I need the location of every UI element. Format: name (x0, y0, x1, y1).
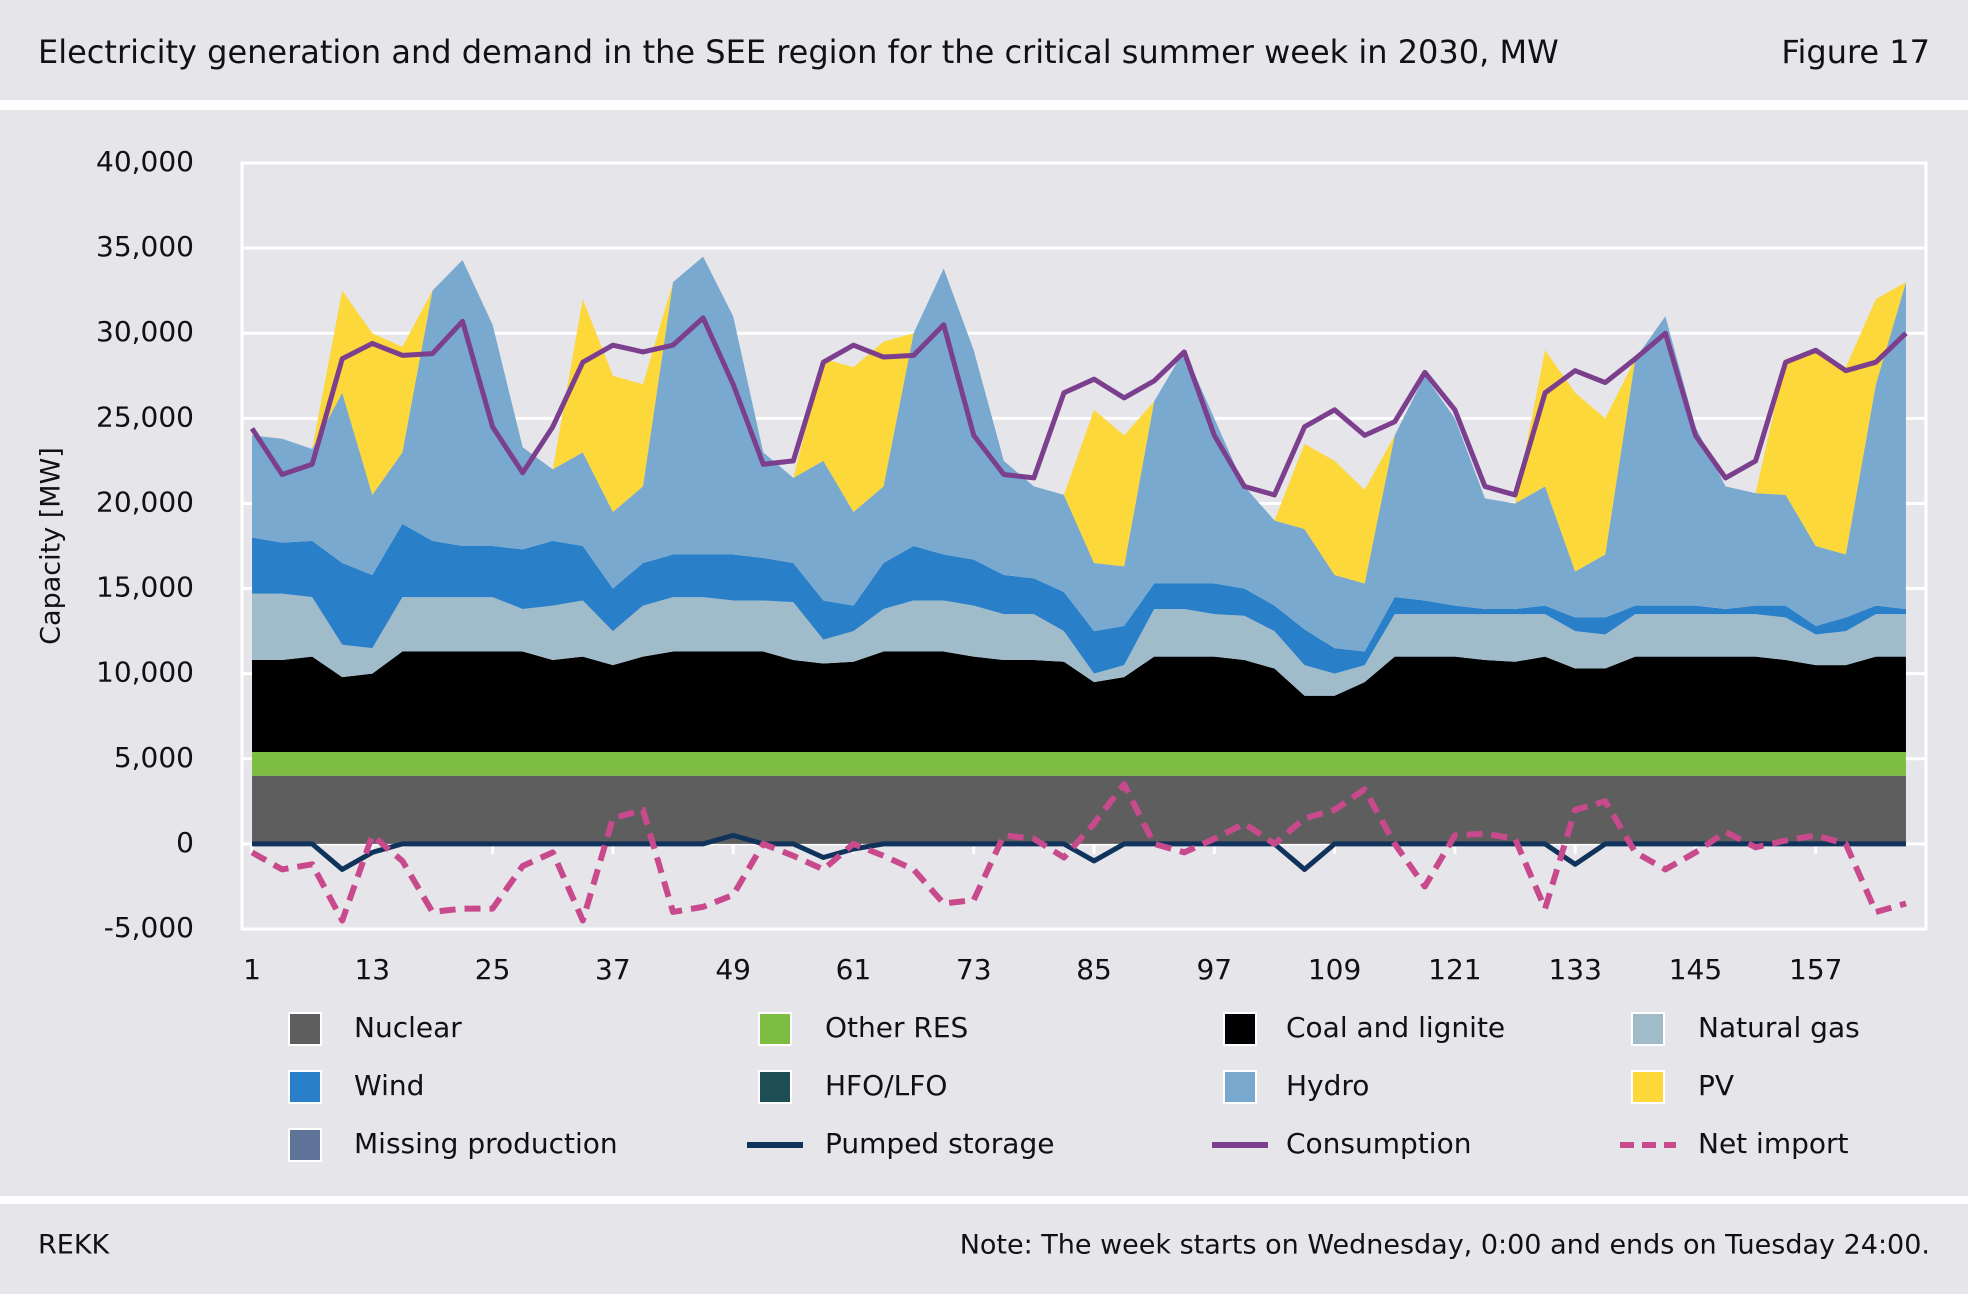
x-tick-label: 25 (475, 953, 511, 986)
header-band (0, 0, 1968, 100)
legend-swatch (1631, 1070, 1665, 1104)
y-tick-label: 35,000 (96, 230, 194, 263)
y-tick-label: 30,000 (96, 315, 194, 348)
legend-label: Hydro (1286, 1069, 1369, 1102)
x-tick-label: 109 (1308, 953, 1361, 986)
legend-label: Nuclear (354, 1011, 462, 1044)
x-tick-label: 133 (1548, 953, 1601, 986)
legend-label: Pumped storage (825, 1127, 1054, 1160)
x-tick-label: 1 (243, 953, 261, 986)
line (250, 781, 1907, 924)
area (252, 256, 1906, 584)
x-tick-label: 73 (956, 953, 992, 986)
area (252, 651, 1906, 752)
y-tick-label: 15,000 (96, 571, 194, 604)
x-tick-label: 37 (595, 953, 631, 986)
legend-label: Missing production (354, 1127, 618, 1160)
legend-label: Consumption (1286, 1127, 1471, 1160)
x-tick-label: 157 (1789, 953, 1842, 986)
note: Note: The week starts on Wednesday, 0:00… (960, 1230, 1930, 1261)
legend-label: Net import (1698, 1127, 1849, 1160)
legend-swatch (758, 1012, 792, 1046)
area (252, 593, 1906, 696)
legend-label: HFO/LFO (825, 1069, 947, 1102)
legend-label: Other RES (825, 1011, 968, 1044)
plot (249, 256, 1908, 924)
figure-number: Figure 17 (1781, 33, 1930, 71)
x-tick-label: 145 (1669, 953, 1722, 986)
legend: Nuclear Other RES Coal and lignite Natural … (288, 1011, 1860, 1162)
legend-label: Natural gas (1698, 1011, 1860, 1044)
axes: -5,000 0 5,000 10,000 15,000 20,000 25,000 30,0… (96, 145, 1842, 986)
legend-swatch (758, 1070, 792, 1104)
legend-label: Coal and lignite (1286, 1011, 1505, 1044)
legend-swatch (288, 1128, 322, 1162)
y-tick-label: -5,000 (104, 911, 194, 944)
area (252, 751, 1906, 776)
y-axis-label: Capacity [MW] (36, 447, 67, 645)
y-tick-label: 40,000 (96, 145, 194, 178)
x-tick-label: 49 (715, 953, 751, 986)
footer-band (0, 1204, 1968, 1294)
x-tick-label: 121 (1428, 953, 1481, 986)
x-tick-label: 61 (836, 953, 872, 986)
area (252, 775, 1906, 844)
legend-swatch (1223, 1012, 1257, 1046)
line (249, 315, 1908, 498)
y-tick-label: 10,000 (96, 656, 194, 689)
y-tick-label: 0 (176, 826, 194, 859)
area (252, 256, 1906, 652)
x-tick-label: 85 (1076, 953, 1112, 986)
legend-swatch (288, 1012, 322, 1046)
legend-swatch (1631, 1012, 1665, 1046)
legend-swatch (1223, 1070, 1257, 1104)
x-tick-label: 13 (354, 953, 390, 986)
legend-label: Wind (354, 1069, 424, 1102)
y-tick-label: 5,000 (114, 741, 194, 774)
source: REKK (38, 1230, 111, 1261)
y-tick-label: 20,000 (96, 485, 194, 518)
y-tick-label: 25,000 (96, 400, 194, 433)
chart-title: Electricity generation and demand in the… (38, 33, 1559, 71)
legend-swatch (288, 1070, 322, 1104)
x-tick-label: 97 (1196, 953, 1232, 986)
legend-label: PV (1698, 1069, 1734, 1102)
area (252, 523, 1906, 674)
